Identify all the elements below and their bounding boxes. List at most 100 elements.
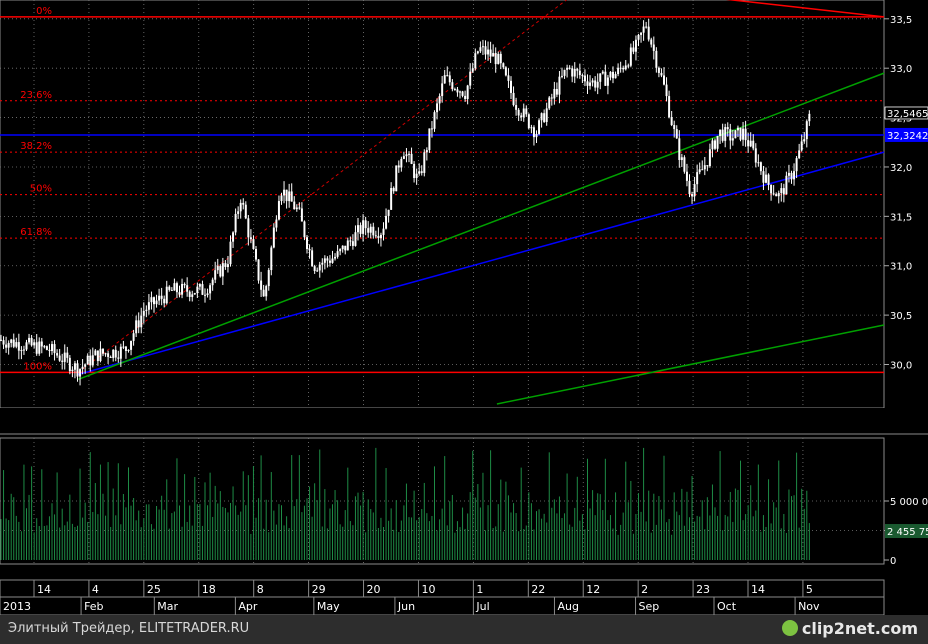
candle-body [323, 258, 326, 263]
candle-body [109, 356, 112, 358]
candle-body [364, 220, 367, 229]
candle-body [527, 114, 530, 128]
week-label: 14 [751, 583, 765, 596]
candle-body [145, 309, 148, 311]
candle-body [204, 294, 206, 296]
candle-body [117, 357, 120, 359]
price-grid [0, 0, 884, 408]
candle-body [525, 108, 528, 115]
candle-body [410, 153, 413, 164]
price-tick-label: 33,5 [890, 15, 912, 26]
candle-body [624, 65, 627, 70]
candle-body [397, 165, 400, 168]
candle-body [17, 342, 20, 351]
candle-body [754, 148, 757, 163]
candle-body [191, 294, 194, 297]
candle-body [538, 120, 541, 134]
candle-body [504, 67, 507, 76]
candle-body [147, 302, 150, 310]
candle-body [140, 315, 143, 328]
candle-body [122, 346, 125, 348]
candle-body [586, 81, 589, 86]
month-label: May [317, 600, 340, 613]
candle-body [617, 67, 620, 75]
candle-body [563, 69, 566, 76]
candle-body [716, 136, 719, 149]
month-label: Mar [157, 600, 178, 613]
candle-body [428, 128, 431, 151]
candle-body [178, 292, 181, 295]
candle-body [293, 201, 296, 210]
candle-body [229, 241, 232, 265]
candle-body [660, 72, 663, 76]
candle-body [40, 341, 43, 347]
candle-body [787, 172, 790, 176]
price-candles [0, 18, 811, 386]
candle-body [127, 349, 130, 352]
candle-body [247, 218, 250, 238]
candle-body [614, 74, 617, 79]
candle-body [206, 293, 209, 296]
candle-body [357, 225, 359, 233]
price-tick-label: 32,0 [890, 163, 912, 174]
candle-body [283, 189, 286, 196]
candle-body [714, 140, 716, 149]
fib-label: 23.6% [20, 90, 52, 101]
candle-body [775, 194, 778, 197]
candle-body [583, 75, 586, 82]
candle-body [540, 113, 543, 121]
candle-body [300, 208, 303, 222]
candle-body [351, 241, 354, 246]
candle-body [186, 285, 189, 292]
candle-body [379, 234, 382, 239]
week-label: 8 [257, 583, 264, 596]
candle-body [183, 283, 186, 286]
candle-body [561, 75, 563, 77]
candle-body [532, 127, 535, 138]
trend-line [78, 72, 885, 381]
candle-body [2, 340, 5, 345]
candle-body [719, 129, 722, 137]
month-label: Apr [238, 600, 258, 613]
candle-body [433, 112, 436, 129]
candle-body [757, 162, 760, 164]
candle-body [637, 34, 640, 40]
candle-body [627, 65, 630, 67]
week-label: 23 [696, 583, 710, 596]
candle-body [805, 121, 808, 140]
candle-body [770, 184, 773, 194]
candle-body [688, 180, 691, 195]
candle-body [640, 32, 643, 35]
candle-body [706, 165, 709, 167]
candle-body [487, 49, 490, 55]
candle-body [257, 259, 260, 281]
candle-body [239, 202, 242, 212]
candle-body [211, 279, 214, 286]
candle-body [481, 46, 484, 48]
candle-body [479, 47, 482, 52]
candle-body [91, 355, 94, 366]
candle-body [510, 80, 512, 93]
candle-body [209, 285, 212, 294]
candle-body [196, 286, 199, 294]
candle-body [469, 71, 472, 86]
fib-label: 100% [23, 361, 52, 372]
candle-body [548, 97, 551, 109]
candle-body [800, 141, 803, 151]
candle-body [606, 77, 609, 86]
volume-last-label: 2 455 75 [887, 527, 928, 538]
candle-body [739, 127, 742, 140]
candle-body [724, 127, 727, 141]
trend-line [725, 0, 885, 18]
trend-line [78, 151, 885, 376]
candle-body [759, 162, 762, 172]
hline-price-box [885, 127, 928, 142]
candle-body [94, 350, 97, 356]
candle-body [573, 68, 576, 77]
candle-body [420, 171, 423, 173]
clip2net-logo[interactable]: clip2net.com [781, 619, 918, 638]
candle-body [785, 175, 788, 195]
candle-body [102, 348, 104, 354]
